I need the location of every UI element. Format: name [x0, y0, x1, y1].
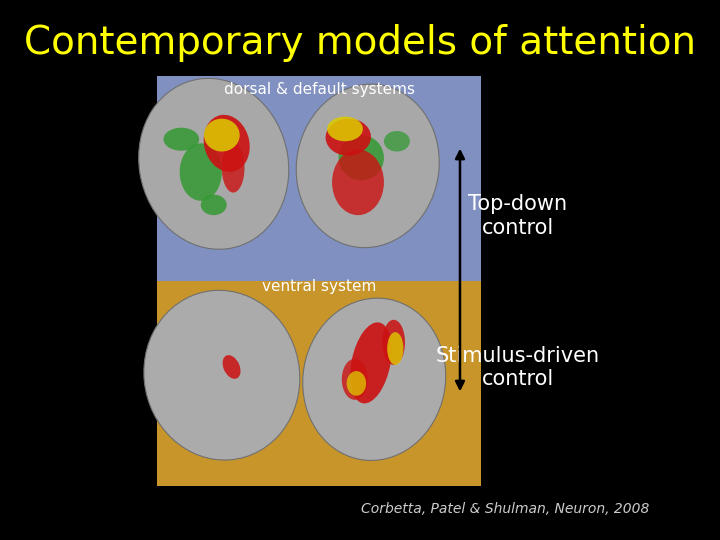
Ellipse shape [350, 322, 392, 403]
Ellipse shape [222, 355, 240, 379]
Text: Top-down
control: Top-down control [468, 194, 567, 238]
Text: Stimulus-driven
control: Stimulus-driven control [436, 346, 600, 389]
Ellipse shape [384, 131, 410, 152]
Text: Contemporary models of attention: Contemporary models of attention [24, 24, 696, 62]
Bar [157, 281, 481, 486]
Ellipse shape [163, 128, 199, 151]
Ellipse shape [222, 143, 245, 193]
Ellipse shape [382, 320, 405, 365]
Ellipse shape [338, 135, 384, 180]
Ellipse shape [139, 78, 289, 249]
Text: Corbetta, Patel & Shulman, Neuron, 2008: Corbetta, Patel & Shulman, Neuron, 2008 [361, 502, 649, 516]
Ellipse shape [342, 359, 368, 400]
Bar [157, 76, 481, 281]
Text: dorsal & default systems: dorsal & default systems [224, 82, 415, 97]
Ellipse shape [201, 194, 227, 215]
Ellipse shape [387, 332, 403, 365]
Ellipse shape [144, 291, 300, 460]
Ellipse shape [204, 119, 240, 152]
Ellipse shape [325, 119, 371, 156]
Ellipse shape [204, 115, 250, 172]
Ellipse shape [296, 84, 439, 248]
Ellipse shape [180, 143, 222, 201]
Ellipse shape [327, 117, 363, 141]
Ellipse shape [346, 371, 366, 396]
Ellipse shape [332, 150, 384, 215]
Ellipse shape [302, 298, 446, 461]
Text: ventral system: ventral system [262, 279, 377, 294]
